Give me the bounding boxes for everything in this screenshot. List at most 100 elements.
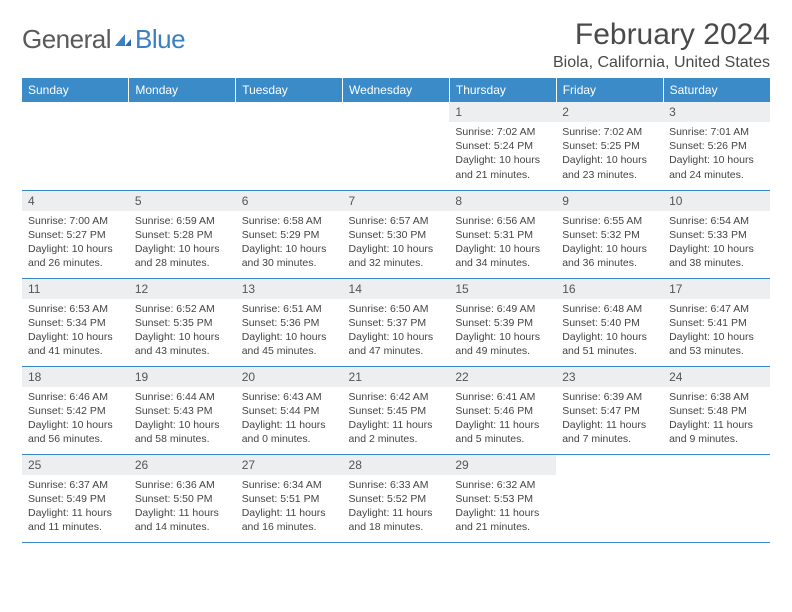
- calendar-body: 1Sunrise: 7:02 AMSunset: 5:24 PMDaylight…: [22, 102, 770, 542]
- day-number: 6: [236, 191, 343, 211]
- day-number: 19: [129, 367, 236, 387]
- day-details: Sunrise: 6:44 AMSunset: 5:43 PMDaylight:…: [129, 387, 236, 451]
- day-number: 22: [449, 367, 556, 387]
- location: Biola, California, United States: [553, 54, 770, 72]
- day-header: Monday: [129, 78, 236, 102]
- day-header: Friday: [556, 78, 663, 102]
- calendar-cell: 28Sunrise: 6:33 AMSunset: 5:52 PMDayligh…: [343, 454, 450, 542]
- day-details: Sunrise: 6:47 AMSunset: 5:41 PMDaylight:…: [663, 299, 770, 363]
- calendar-cell: 26Sunrise: 6:36 AMSunset: 5:50 PMDayligh…: [129, 454, 236, 542]
- calendar-cell: [236, 102, 343, 190]
- day-details: Sunrise: 6:34 AMSunset: 5:51 PMDaylight:…: [236, 475, 343, 539]
- day-header: Thursday: [449, 78, 556, 102]
- day-number: 12: [129, 279, 236, 299]
- calendar-cell: 21Sunrise: 6:42 AMSunset: 5:45 PMDayligh…: [343, 366, 450, 454]
- calendar-head: SundayMondayTuesdayWednesdayThursdayFrid…: [22, 78, 770, 102]
- day-number: 3: [663, 102, 770, 122]
- calendar-cell: 25Sunrise: 6:37 AMSunset: 5:49 PMDayligh…: [22, 454, 129, 542]
- day-details: Sunrise: 6:50 AMSunset: 5:37 PMDaylight:…: [343, 299, 450, 363]
- day-details: Sunrise: 6:57 AMSunset: 5:30 PMDaylight:…: [343, 211, 450, 275]
- day-number: 24: [663, 367, 770, 387]
- day-details: Sunrise: 6:48 AMSunset: 5:40 PMDaylight:…: [556, 299, 663, 363]
- day-number: 15: [449, 279, 556, 299]
- day-number: 5: [129, 191, 236, 211]
- calendar-table: SundayMondayTuesdayWednesdayThursdayFrid…: [22, 78, 770, 543]
- calendar-cell: [129, 102, 236, 190]
- day-number: 10: [663, 191, 770, 211]
- calendar-cell: [556, 454, 663, 542]
- day-details: Sunrise: 6:55 AMSunset: 5:32 PMDaylight:…: [556, 211, 663, 275]
- brand-logo: General Blue: [22, 24, 185, 55]
- logo-triangle-icon: [113, 30, 133, 50]
- calendar-cell: 14Sunrise: 6:50 AMSunset: 5:37 PMDayligh…: [343, 278, 450, 366]
- day-details: Sunrise: 6:56 AMSunset: 5:31 PMDaylight:…: [449, 211, 556, 275]
- calendar-cell: 5Sunrise: 6:59 AMSunset: 5:28 PMDaylight…: [129, 190, 236, 278]
- calendar-cell: 24Sunrise: 6:38 AMSunset: 5:48 PMDayligh…: [663, 366, 770, 454]
- day-details: Sunrise: 6:39 AMSunset: 5:47 PMDaylight:…: [556, 387, 663, 451]
- day-details: Sunrise: 6:38 AMSunset: 5:48 PMDaylight:…: [663, 387, 770, 451]
- calendar-cell: 10Sunrise: 6:54 AMSunset: 5:33 PMDayligh…: [663, 190, 770, 278]
- brand-part1: General: [22, 24, 111, 55]
- day-number: 20: [236, 367, 343, 387]
- calendar-cell: 11Sunrise: 6:53 AMSunset: 5:34 PMDayligh…: [22, 278, 129, 366]
- calendar-row: 11Sunrise: 6:53 AMSunset: 5:34 PMDayligh…: [22, 278, 770, 366]
- day-number: 13: [236, 279, 343, 299]
- calendar-cell: 27Sunrise: 6:34 AMSunset: 5:51 PMDayligh…: [236, 454, 343, 542]
- day-number: 26: [129, 455, 236, 475]
- day-header: Wednesday: [343, 78, 450, 102]
- day-number: 9: [556, 191, 663, 211]
- calendar-cell: 4Sunrise: 7:00 AMSunset: 5:27 PMDaylight…: [22, 190, 129, 278]
- calendar-cell: 13Sunrise: 6:51 AMSunset: 5:36 PMDayligh…: [236, 278, 343, 366]
- day-details: Sunrise: 7:02 AMSunset: 5:24 PMDaylight:…: [449, 122, 556, 186]
- day-number: 23: [556, 367, 663, 387]
- day-details: Sunrise: 6:32 AMSunset: 5:53 PMDaylight:…: [449, 475, 556, 539]
- day-number: 28: [343, 455, 450, 475]
- day-details: Sunrise: 6:53 AMSunset: 5:34 PMDaylight:…: [22, 299, 129, 363]
- day-details: Sunrise: 6:41 AMSunset: 5:46 PMDaylight:…: [449, 387, 556, 451]
- day-details: Sunrise: 6:52 AMSunset: 5:35 PMDaylight:…: [129, 299, 236, 363]
- day-number: 4: [22, 191, 129, 211]
- calendar-cell: 7Sunrise: 6:57 AMSunset: 5:30 PMDaylight…: [343, 190, 450, 278]
- day-number: 16: [556, 279, 663, 299]
- day-number: 8: [449, 191, 556, 211]
- day-number: 27: [236, 455, 343, 475]
- day-details: Sunrise: 6:42 AMSunset: 5:45 PMDaylight:…: [343, 387, 450, 451]
- calendar-cell: 9Sunrise: 6:55 AMSunset: 5:32 PMDaylight…: [556, 190, 663, 278]
- calendar-cell: 1Sunrise: 7:02 AMSunset: 5:24 PMDaylight…: [449, 102, 556, 190]
- day-number: 7: [343, 191, 450, 211]
- day-number: 1: [449, 102, 556, 122]
- day-details: Sunrise: 6:54 AMSunset: 5:33 PMDaylight:…: [663, 211, 770, 275]
- day-number: 21: [343, 367, 450, 387]
- day-header: Saturday: [663, 78, 770, 102]
- calendar-cell: 19Sunrise: 6:44 AMSunset: 5:43 PMDayligh…: [129, 366, 236, 454]
- calendar-row: 4Sunrise: 7:00 AMSunset: 5:27 PMDaylight…: [22, 190, 770, 278]
- day-details: Sunrise: 6:33 AMSunset: 5:52 PMDaylight:…: [343, 475, 450, 539]
- calendar-cell: 6Sunrise: 6:58 AMSunset: 5:29 PMDaylight…: [236, 190, 343, 278]
- calendar-cell: 18Sunrise: 6:46 AMSunset: 5:42 PMDayligh…: [22, 366, 129, 454]
- calendar-cell: 12Sunrise: 6:52 AMSunset: 5:35 PMDayligh…: [129, 278, 236, 366]
- calendar-cell: [22, 102, 129, 190]
- day-details: Sunrise: 7:00 AMSunset: 5:27 PMDaylight:…: [22, 211, 129, 275]
- calendar-cell: [343, 102, 450, 190]
- day-number: 18: [22, 367, 129, 387]
- day-number: 17: [663, 279, 770, 299]
- brand-part2: Blue: [135, 24, 185, 55]
- day-number: 11: [22, 279, 129, 299]
- day-header: Tuesday: [236, 78, 343, 102]
- day-details: Sunrise: 7:02 AMSunset: 5:25 PMDaylight:…: [556, 122, 663, 186]
- calendar-cell: 20Sunrise: 6:43 AMSunset: 5:44 PMDayligh…: [236, 366, 343, 454]
- day-details: Sunrise: 6:36 AMSunset: 5:50 PMDaylight:…: [129, 475, 236, 539]
- title-block: February 2024 Biola, California, United …: [553, 18, 770, 72]
- month-title: February 2024: [553, 18, 770, 52]
- day-number: 14: [343, 279, 450, 299]
- day-details: Sunrise: 6:59 AMSunset: 5:28 PMDaylight:…: [129, 211, 236, 275]
- day-number: 25: [22, 455, 129, 475]
- calendar-cell: 8Sunrise: 6:56 AMSunset: 5:31 PMDaylight…: [449, 190, 556, 278]
- day-number: 29: [449, 455, 556, 475]
- day-header: Sunday: [22, 78, 129, 102]
- day-details: Sunrise: 6:46 AMSunset: 5:42 PMDaylight:…: [22, 387, 129, 451]
- calendar-cell: 23Sunrise: 6:39 AMSunset: 5:47 PMDayligh…: [556, 366, 663, 454]
- day-details: Sunrise: 6:43 AMSunset: 5:44 PMDaylight:…: [236, 387, 343, 451]
- calendar-cell: [663, 454, 770, 542]
- day-number: 2: [556, 102, 663, 122]
